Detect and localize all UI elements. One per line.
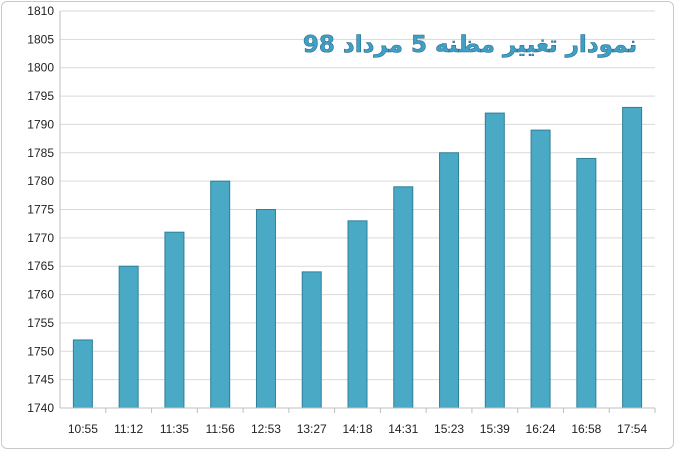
x-tick-label: 16:58 xyxy=(571,422,601,436)
bar xyxy=(530,129,551,409)
bar xyxy=(484,112,505,409)
bar xyxy=(347,220,368,409)
bar xyxy=(164,231,185,409)
chart-title: نمودار تغییر مظنه 5 مرداد 98 xyxy=(303,32,637,58)
y-tick-labels: 1740 1745 1750 1755 1760 1765 1770 1775 1780 1785… xyxy=(27,4,54,415)
y-tick-label: 1790 xyxy=(27,117,54,131)
x-tick-label: 11:35 xyxy=(160,422,189,436)
y-tick-label: 1745 xyxy=(27,373,54,387)
y-tick-label: 1785 xyxy=(27,146,54,160)
y-tick-label: 1780 xyxy=(27,174,54,188)
y-tick-label: 1795 xyxy=(27,89,54,103)
bar xyxy=(301,271,322,409)
bar xyxy=(439,152,460,409)
y-tick-label: 1750 xyxy=(27,344,54,358)
x-tick-label: 13:27 xyxy=(297,422,327,436)
x-tick-label: 17:54 xyxy=(617,422,647,436)
axes xyxy=(59,11,656,413)
x-tick-label: 15:39 xyxy=(480,422,510,436)
bar xyxy=(393,186,414,409)
bars xyxy=(72,106,643,409)
bar xyxy=(118,265,139,409)
y-tick-label: 1800 xyxy=(27,61,54,75)
y-tick-label: 1770 xyxy=(27,231,54,245)
x-tick-label: 14:18 xyxy=(342,422,372,436)
y-tick-label: 1760 xyxy=(27,288,54,302)
x-tick-labels: 10:55 11:12 11:35 11:56 12:53 13:27 14:18 14:31… xyxy=(68,422,648,436)
x-tick-label: 14:31 xyxy=(388,422,418,436)
y-tick-label: 1810 xyxy=(27,4,54,18)
y-tick-label: 1775 xyxy=(27,203,54,217)
bar xyxy=(576,157,597,409)
x-tick-label: 11:56 xyxy=(206,422,235,436)
x-tick-label: 11:12 xyxy=(114,422,143,436)
x-tick-label: 16:24 xyxy=(526,422,556,436)
y-tick-label: 1765 xyxy=(27,259,54,273)
y-tick-label: 1805 xyxy=(27,32,54,46)
bar xyxy=(72,339,93,409)
bar xyxy=(255,209,276,409)
bar xyxy=(210,180,231,409)
y-tick-label: 1740 xyxy=(27,401,54,415)
bar xyxy=(622,106,643,409)
x-tick-label: 15:23 xyxy=(434,422,464,436)
x-tick-label: 10:55 xyxy=(68,422,98,436)
x-tick-label: 12:53 xyxy=(251,422,281,436)
y-tick-label: 1755 xyxy=(27,316,54,330)
